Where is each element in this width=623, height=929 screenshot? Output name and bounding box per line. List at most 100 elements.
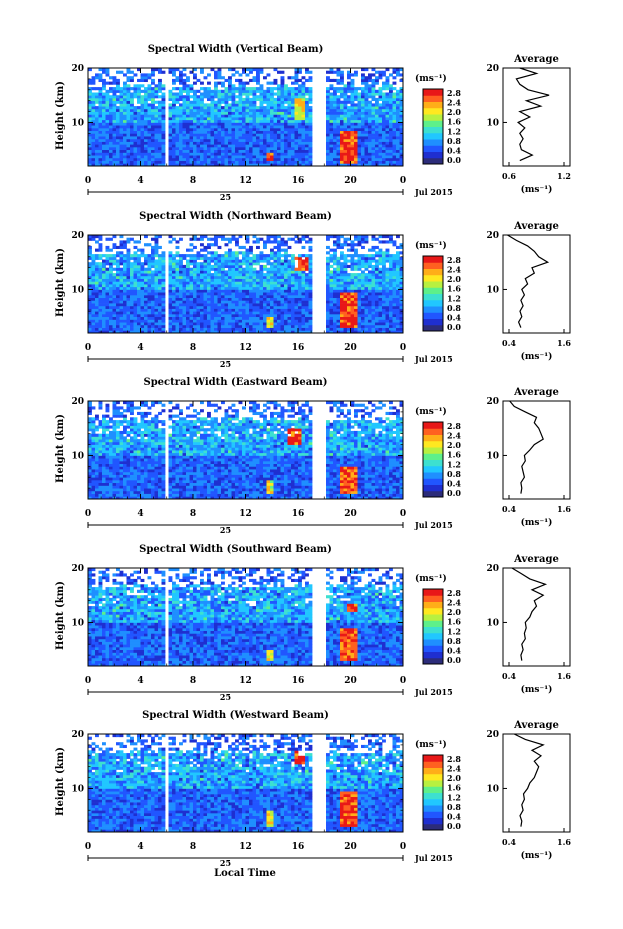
heatmap-cell: [291, 141, 295, 145]
heatmap-cell: [245, 297, 250, 301]
heatmap-cell: [133, 95, 138, 99]
heatmap-cell: [161, 305, 166, 309]
heatmap-cell: [273, 122, 278, 126]
heatmap-cell: [357, 119, 362, 123]
heatmap-cell: [98, 117, 103, 121]
heatmap-cell: [336, 294, 341, 299]
heatmap-cell: [102, 114, 106, 118]
heatmap-cell: [294, 70, 299, 74]
heatmap-cell: [133, 251, 138, 255]
heatmap-cell: [371, 73, 376, 77]
heatmap-cell: [252, 133, 257, 137]
heatmap-cell: [179, 305, 183, 309]
heatmap-cell: [95, 133, 99, 137]
heatmap-cell: [109, 155, 113, 159]
heatmap-cell: [259, 313, 264, 318]
heatmap-cell: [385, 111, 390, 115]
heatmap-cell: [109, 108, 113, 112]
heatmap-cell: [200, 119, 204, 123]
heatmap-cell: [238, 138, 243, 142]
heatmap-cell: [126, 111, 131, 115]
heatmap-cell: [329, 300, 334, 304]
heatmap-cell: [263, 127, 267, 132]
heatmap-cell: [133, 136, 138, 140]
heatmap-cell: [266, 235, 271, 239]
heatmap-cell: [256, 270, 260, 274]
heatmap-cell: [133, 133, 138, 137]
heatmap-cell: [182, 281, 187, 285]
heatmap-cell: [256, 160, 260, 164]
heatmap-cell: [105, 125, 110, 129]
heatmap-cell: [256, 157, 260, 161]
heatmap-cell: [252, 106, 257, 110]
heatmap-cell: [333, 289, 337, 293]
heatmap-cell: [259, 138, 264, 142]
heatmap-cell: [357, 106, 362, 110]
heatmap-cell: [105, 303, 110, 307]
heatmap-cell: [172, 256, 176, 260]
heatmap-cell: [224, 281, 229, 285]
heatmap-cell: [221, 81, 225, 85]
heatmap-cell: [284, 97, 288, 102]
heatmap-cell: [112, 117, 117, 121]
heatmap-cell: [217, 235, 222, 239]
heatmap-cell: [130, 87, 134, 91]
heatmap-cell: [245, 108, 250, 112]
heatmap-cell: [147, 76, 152, 80]
heatmap-cell: [343, 275, 348, 279]
heatmap-cell: [245, 286, 250, 290]
heatmap-cell: [385, 78, 390, 83]
heatmap-cell: [224, 292, 229, 296]
heatmap-cell: [207, 103, 211, 107]
heatmap-cell: [207, 133, 211, 137]
heatmap-cell: [126, 130, 131, 134]
month-label: Jul 2015: [414, 187, 453, 197]
heatmap-cell: [214, 297, 218, 301]
heatmap-cell: [336, 136, 341, 140]
heatmap-cell: [273, 130, 278, 134]
heatmap-cell: [203, 270, 208, 274]
heatmap-cell: [126, 117, 131, 121]
heatmap-cell: [308, 89, 313, 93]
heatmap-cell: [298, 322, 302, 326]
heatmap-cell: [179, 262, 183, 266]
heatmap-cell: [186, 122, 190, 126]
heatmap-cell: [361, 100, 365, 104]
heatmap-cell: [326, 138, 330, 142]
heatmap-cell: [123, 136, 127, 140]
heatmap-cell: [308, 300, 313, 304]
heatmap-cell: [214, 313, 218, 318]
heatmap-cell: [158, 275, 162, 279]
heatmap-cell: [287, 87, 292, 91]
heatmap-cell: [329, 330, 334, 334]
heatmap-cell: [210, 278, 215, 282]
heatmap-cell: [179, 87, 183, 91]
average-title: Average: [513, 54, 559, 65]
heatmap-cell: [298, 319, 302, 323]
heatmap-cell: [343, 316, 348, 320]
heatmap-cell: [144, 294, 148, 299]
heatmap-cell: [305, 311, 309, 315]
heatmap-cell: [179, 70, 183, 74]
heatmap-cell: [273, 270, 278, 274]
heatmap-cell: [210, 152, 215, 156]
heatmap-cell: [301, 114, 306, 118]
heatmap-cell: [329, 119, 334, 123]
heatmap-cell: [207, 155, 211, 159]
heatmap-cell: [256, 240, 260, 244]
heatmap-cell: [147, 125, 152, 129]
heatmap-cell: [235, 311, 239, 315]
heatmap-cell: [214, 106, 218, 110]
heatmap-cell: [98, 119, 103, 123]
heatmap-cell: [298, 330, 302, 334]
heatmap-cell: [193, 149, 197, 153]
heatmap-cell: [221, 254, 225, 258]
heatmap-cell: [207, 130, 211, 134]
heatmap-cell: [235, 256, 239, 260]
heatmap-cell: [207, 163, 211, 167]
heatmap-cell: [263, 89, 267, 93]
heatmap-cell: [336, 275, 341, 279]
heatmap-cell: [396, 160, 400, 164]
heatmap-cell: [343, 160, 348, 164]
heatmap-cell: [203, 136, 208, 140]
